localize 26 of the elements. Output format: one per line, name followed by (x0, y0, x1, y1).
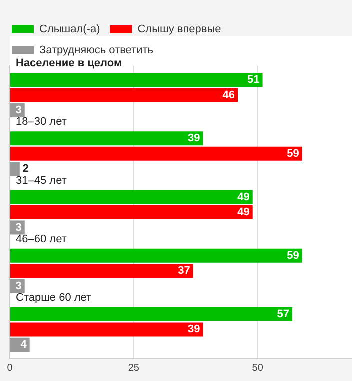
legend-label: Слышал(-а) (40, 24, 100, 36)
y-tick-label: 46–60 лет (16, 233, 67, 246)
x-tick-label: 0 (7, 362, 14, 374)
data-label: 4 (20, 338, 28, 351)
y-tick-label: 31–45 лет (16, 174, 67, 187)
y-tick-label: Старше 60 лет (16, 292, 92, 304)
data-label: 59 (287, 148, 300, 160)
data-label: 3 (16, 104, 22, 117)
y-tick-label: Население в целом (16, 58, 122, 70)
data-label: 3 (16, 280, 22, 292)
y-tick-label: 18–30 лет (16, 116, 67, 128)
data-label: 57 (277, 308, 290, 320)
data-label: 39 (188, 324, 200, 336)
legend-label: Слышу впервые (138, 24, 222, 36)
data-label: 49 (238, 206, 250, 219)
data-label: 46 (222, 89, 235, 102)
data-label: 37 (178, 265, 190, 278)
data-label: 3 (16, 222, 22, 234)
legend-label: Затрудняюсь ответить (40, 44, 154, 57)
data-label: 39 (188, 132, 200, 145)
x-tick-label: 50 (252, 362, 264, 374)
data-label: 59 (287, 250, 300, 262)
data-label: 2 (22, 163, 30, 176)
data-label: 49 (238, 191, 250, 204)
data-label: 51 (248, 74, 260, 86)
x-tick-label: 25 (128, 362, 140, 374)
